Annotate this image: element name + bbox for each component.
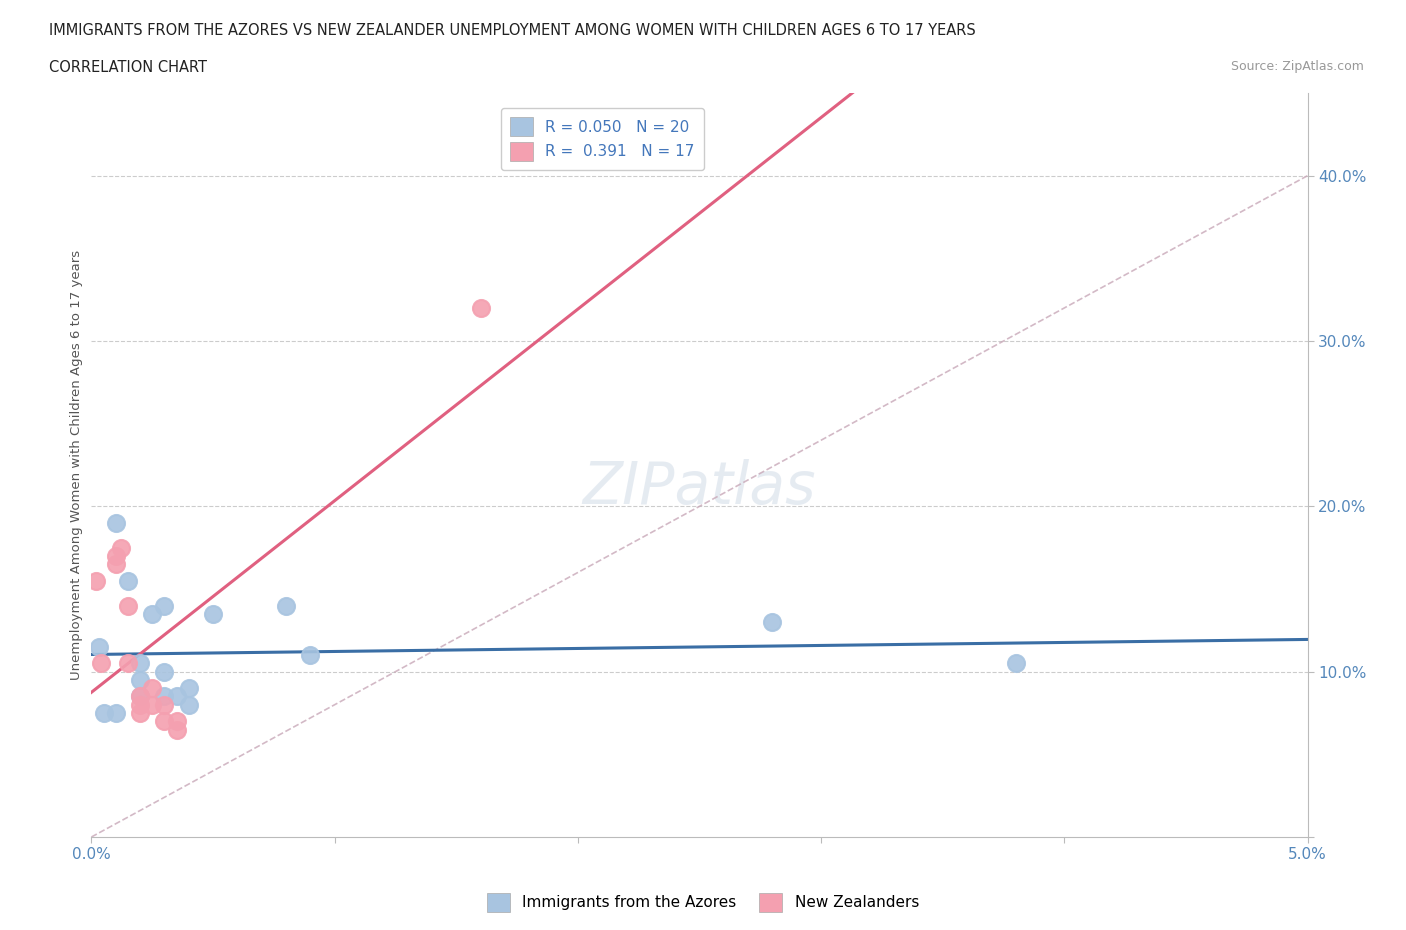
Point [153,689,176,704]
Point [117,573,139,588]
Point [87,640,110,655]
Point [129,689,152,704]
Point [1004,656,1026,671]
Point [166,689,188,704]
Point [110,540,132,555]
Point [202,606,225,621]
Point [153,664,176,679]
Legend: Immigrants from the Azores, New Zealanders: Immigrants from the Azores, New Zealande… [481,887,925,918]
Text: CORRELATION CHART: CORRELATION CHART [49,60,207,75]
Point [153,714,176,729]
Point [274,598,297,613]
Point [117,598,139,613]
Point [177,681,200,696]
Point [90,656,112,671]
Text: ZIPatlas: ZIPatlas [582,458,817,516]
Point [93,706,115,721]
Point [153,698,176,712]
Point [129,706,152,721]
Point [104,549,127,564]
Point [129,656,152,671]
Point [761,615,783,630]
Text: Source: ZipAtlas.com: Source: ZipAtlas.com [1230,60,1364,73]
Point [129,672,152,687]
Text: IMMIGRANTS FROM THE AZORES VS NEW ZEALANDER UNEMPLOYMENT AMONG WOMEN WITH CHILDR: IMMIGRANTS FROM THE AZORES VS NEW ZEALAN… [49,23,976,38]
Point [117,656,139,671]
Point [129,689,152,704]
Point [104,515,127,530]
Point [141,681,163,696]
Point [153,598,176,613]
Point [84,573,107,588]
Y-axis label: Unemployment Among Women with Children Ages 6 to 17 years: Unemployment Among Women with Children A… [70,250,83,680]
Point [470,300,492,315]
Point [104,706,127,721]
Point [166,722,188,737]
Point [166,714,188,729]
Point [141,606,163,621]
Point [104,557,127,572]
Point [177,698,200,712]
Point [299,647,322,662]
Point [141,698,163,712]
Legend: R = 0.050   N = 20, R =  0.391   N = 17: R = 0.050 N = 20, R = 0.391 N = 17 [501,108,703,170]
Point [129,698,152,712]
